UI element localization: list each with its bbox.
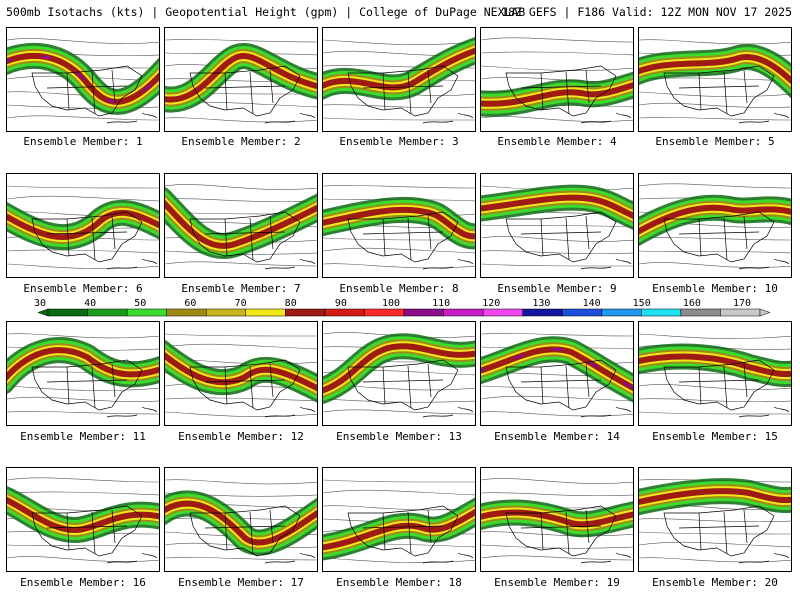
colorbar-swatch: [285, 308, 326, 317]
ensemble-panel-1: [6, 27, 160, 132]
colorbar-swatch: [126, 308, 167, 317]
ensemble-member-label: Ensemble Member: 2: [181, 135, 301, 148]
isotach-map-5: [639, 39, 791, 124]
colorbar-tick-label: 90: [335, 298, 347, 309]
ensemble-member-label: Ensemble Member: 4: [497, 135, 617, 148]
ensemble-panel-9: [480, 173, 634, 278]
ensemble-member-label: Ensemble Member: 3: [339, 135, 459, 148]
colorbar-swatch: [443, 308, 484, 317]
isotach-map-11: [7, 333, 159, 418]
isotach-map-1: [7, 38, 159, 124]
isotach-map-9: [481, 184, 633, 270]
ensemble-member-label: Ensemble Member: 12: [178, 430, 304, 443]
ensemble-panel-15: [638, 321, 792, 426]
colorbar-arrow-left: [37, 308, 49, 317]
colorbar-swatch: [680, 308, 721, 317]
isotach-map-7: [165, 184, 317, 270]
colorbar-swatch: [47, 308, 88, 317]
isotach-map-18: [323, 479, 475, 564]
colorbar-arrow-right: [759, 308, 771, 317]
ensemble-panel-4: [480, 27, 634, 132]
colorbar-swatch: [245, 308, 286, 317]
colorbar-swatch: [561, 308, 603, 317]
colorbar-swatch: [601, 308, 642, 317]
ensemble-panel-14: [480, 321, 634, 426]
ensemble-panel-5: [638, 27, 792, 132]
colorbar-tick-label: 130: [532, 298, 550, 309]
colorbar-swatch: [641, 308, 682, 317]
ensemble-member-label: Ensemble Member: 16: [20, 576, 146, 589]
ensemble-member-label: Ensemble Member: 5: [655, 135, 775, 148]
ensemble-member-label: Ensemble Member: 1: [23, 135, 143, 148]
ensemble-panel-16: [6, 467, 160, 572]
ensemble-panel-6: [6, 173, 160, 278]
isotach-map-6: [7, 185, 159, 270]
colorbar-swatch: [87, 308, 128, 317]
ensemble-member-label: Ensemble Member: 13: [336, 430, 462, 443]
isotach-map-3: [323, 37, 475, 124]
isotach-map-4: [481, 37, 633, 124]
colorbar-tick-label: 170: [733, 298, 751, 309]
ensemble-member-label: Ensemble Member: 20: [652, 576, 778, 589]
ensemble-member-label: Ensemble Member: 17: [178, 576, 304, 589]
isotach-map-20: [639, 478, 791, 564]
colorbar-tick-label: 140: [583, 298, 601, 309]
colorbar-swatch: [403, 308, 444, 317]
ensemble-panel-3: [322, 27, 476, 132]
page-header: 500mb Isotachs (kts) | Geopotential Heig…: [0, 0, 800, 24]
ensemble-member-label: Ensemble Member: 9: [497, 282, 617, 295]
ensemble-panel-19: [480, 467, 634, 572]
colorbar-tick-label: 30: [34, 298, 46, 309]
isotach-map-13: [323, 332, 475, 418]
isotach-map-15: [639, 333, 791, 418]
ensemble-member-label: Ensemble Member: 11: [20, 430, 146, 443]
colorbar-tick-label: 150: [633, 298, 651, 309]
colorbar-tick-label: 70: [235, 298, 247, 309]
colorbar-tick-label: 80: [285, 298, 297, 309]
ensemble-panel-11: [6, 321, 160, 426]
colorbar-swatch: [324, 308, 365, 317]
colorbar-swatch: [364, 308, 405, 317]
isotach-map-16: [7, 477, 159, 564]
colorbar-swatch: [482, 308, 523, 317]
ensemble-panel-12: [164, 321, 318, 426]
isotach-map-8: [323, 185, 475, 270]
ensemble-member-label: Ensemble Member: 6: [23, 282, 143, 295]
colorbar-tick-label: 60: [184, 298, 196, 309]
ensemble-panel-8: [322, 173, 476, 278]
map-title: 500mb Isotachs (kts) | Geopotential Heig…: [6, 5, 526, 19]
colorbar-tick-label: 100: [382, 298, 400, 309]
ensemble-member-label: Ensemble Member: 19: [494, 576, 620, 589]
colorbar-swatch: [720, 308, 761, 317]
ensemble-member-label: Ensemble Member: 15: [652, 430, 778, 443]
ensemble-panel-18: [322, 467, 476, 572]
ensemble-member-label: Ensemble Member: 14: [494, 430, 620, 443]
isotach-colorbar: 30 40 50 60 70 80 90 100 110 120 130 140 150 160 170: [34, 298, 771, 317]
ensemble-panel-2: [164, 27, 318, 132]
ensemble-member-label: Ensemble Member: 10: [652, 282, 778, 295]
isotach-map-12: [165, 333, 317, 418]
ensemble-panel-20: [638, 467, 792, 572]
isotach-map-2: [165, 39, 317, 124]
ensemble-member-label: Ensemble Member: 7: [181, 282, 301, 295]
colorbar-tick-label: 110: [432, 298, 450, 309]
run-info: 18Z GEFS | F186 Valid: 12Z MON NOV 17 20…: [501, 5, 792, 19]
ensemble-member-label: Ensemble Member: 8: [339, 282, 459, 295]
isotach-map-14: [481, 333, 633, 418]
ensemble-member-label: Ensemble Member: 18: [336, 576, 462, 589]
isotach-map-17: [165, 479, 317, 564]
colorbar-tick-label: 160: [683, 298, 701, 309]
ensemble-panel-10: [638, 173, 792, 278]
colorbar-swatch: [522, 308, 563, 317]
colorbar-tick-label: 120: [482, 298, 500, 309]
isotach-map-19: [481, 478, 633, 564]
ensemble-panel-17: [164, 467, 318, 572]
ensemble-panel-13: [322, 321, 476, 426]
isotach-map-10: [639, 183, 791, 270]
colorbar-swatch: [205, 308, 247, 317]
colorbar-swatch: [166, 308, 207, 317]
ensemble-panel-7: [164, 173, 318, 278]
colorbar-tick-label: 40: [84, 298, 96, 309]
colorbar-tick-label: 50: [134, 298, 146, 309]
